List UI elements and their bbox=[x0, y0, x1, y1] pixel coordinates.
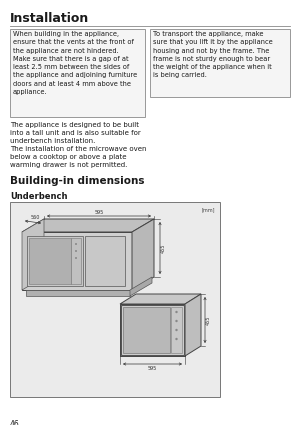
Circle shape bbox=[175, 338, 178, 340]
Bar bbox=[150, 29, 290, 97]
Bar bbox=[85, 236, 125, 286]
Circle shape bbox=[75, 243, 77, 245]
Bar bbox=[27, 236, 83, 286]
Text: When building in the appliance,
ensure that the vents at the front of
the applia: When building in the appliance, ensure t… bbox=[13, 31, 137, 95]
Text: Installation: Installation bbox=[10, 12, 89, 25]
Bar bbox=[10, 202, 220, 397]
Text: The installation of the microwave oven
below a cooktop or above a plate
warming : The installation of the microwave oven b… bbox=[10, 146, 146, 168]
Polygon shape bbox=[132, 219, 154, 290]
Text: 560: 560 bbox=[30, 215, 40, 219]
Polygon shape bbox=[120, 304, 185, 356]
Text: [mm]: [mm] bbox=[202, 207, 215, 212]
Circle shape bbox=[75, 257, 77, 259]
Bar bbox=[121, 305, 184, 355]
Polygon shape bbox=[185, 294, 201, 356]
Circle shape bbox=[175, 329, 178, 331]
Bar bbox=[123, 307, 170, 353]
Bar bbox=[171, 307, 182, 353]
Circle shape bbox=[75, 250, 77, 252]
Bar bbox=[29, 238, 71, 284]
Polygon shape bbox=[130, 277, 152, 296]
Text: 595: 595 bbox=[94, 210, 103, 215]
Text: To transport the appliance, make
sure that you lift it by the appliance
housing : To transport the appliance, make sure th… bbox=[153, 31, 273, 78]
Polygon shape bbox=[22, 219, 154, 232]
Text: 46: 46 bbox=[10, 420, 20, 425]
Bar bbox=[10, 29, 145, 117]
Text: The appliance is designed to be built
into a tall unit and is also suitable for
: The appliance is designed to be built in… bbox=[10, 122, 141, 144]
Circle shape bbox=[175, 320, 178, 322]
Text: Building-in dimensions: Building-in dimensions bbox=[10, 176, 145, 186]
Polygon shape bbox=[120, 294, 201, 304]
Circle shape bbox=[175, 311, 178, 313]
Text: 455: 455 bbox=[206, 315, 211, 325]
Polygon shape bbox=[26, 290, 130, 296]
Bar bbox=[71, 238, 81, 284]
Polygon shape bbox=[22, 232, 132, 290]
Text: 595: 595 bbox=[148, 366, 157, 371]
Text: 455: 455 bbox=[161, 244, 166, 253]
Polygon shape bbox=[22, 219, 44, 290]
Text: Underbench: Underbench bbox=[10, 192, 68, 201]
